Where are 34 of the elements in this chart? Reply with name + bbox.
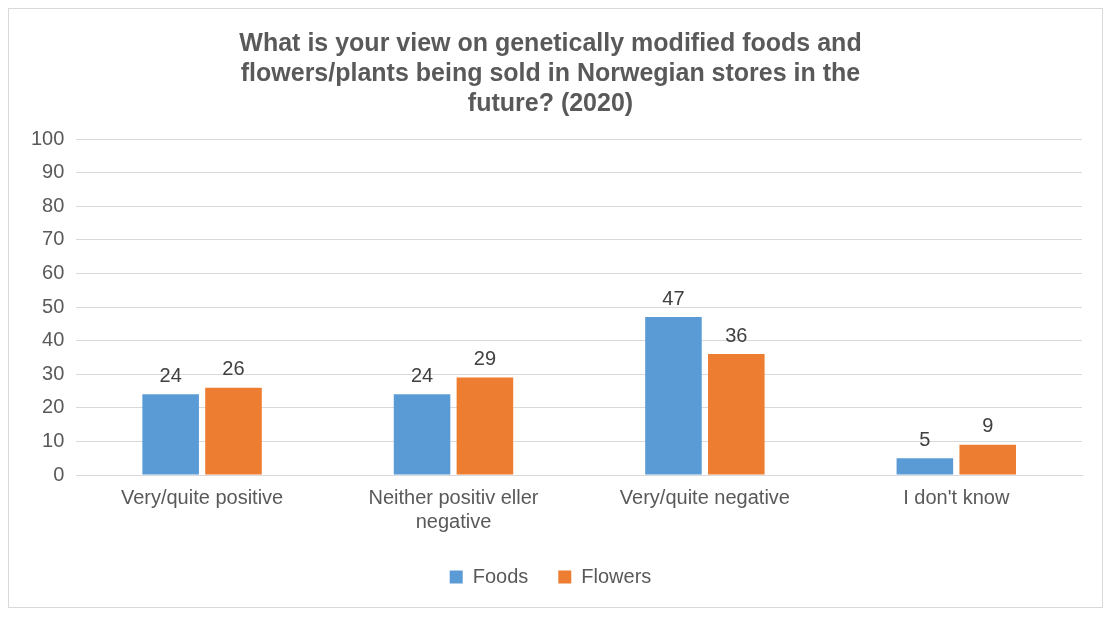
x-tick-label: I don't know [903,485,1010,508]
data-label: 24 [159,363,182,386]
y-tick-label: 10 [42,428,65,451]
y-tick-label: 100 [30,126,65,149]
bar [393,394,451,475]
legend-label: Foods [472,564,529,587]
legend-label: Flowers [581,564,652,587]
data-label: 29 [473,347,497,370]
data-label: 9 [982,414,994,437]
bar [456,377,514,475]
chart-title: What is your view on genetically modified foods and flowers/plants being sold in Norwegian stores in the future? (2020) [239,27,862,116]
data-label: 5 [919,427,931,450]
data-label: 26 [222,357,245,380]
y-tick-label: 40 [42,328,65,351]
bar [896,458,954,475]
y-tick-label: 50 [42,294,65,317]
bar [959,444,1017,475]
bar [708,354,765,475]
y-tick-label: 20 [42,395,65,418]
y-tick-label: 60 [42,260,65,283]
y-tick-label: 90 [42,160,65,183]
bar [142,394,199,475]
bar [205,387,262,475]
x-tick-label: Very/quite negative [619,485,790,508]
x-tick-label: Very/quite positive [120,485,284,508]
data-label: 36 [725,323,748,346]
x-tick-label: Neither positiv eller negative [368,485,539,532]
y-tick-label: 70 [42,227,65,250]
y-tick-label: 0 [53,462,65,485]
data-label: 24 [410,363,434,386]
bar [645,317,702,475]
y-tick-label: 80 [42,193,65,216]
data-label: 47 [662,286,685,309]
y-tick-label: 30 [42,361,65,384]
